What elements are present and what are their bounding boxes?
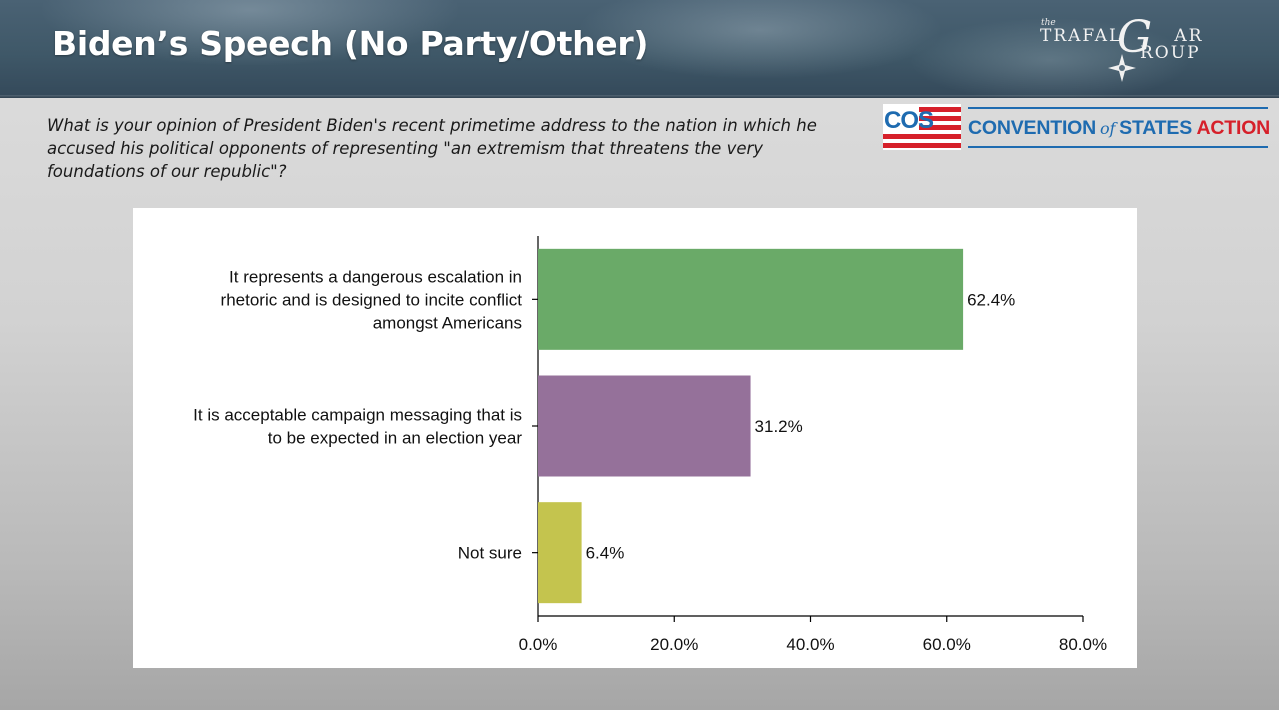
category-label-3-line-1: Not sure <box>458 544 522 563</box>
value-label-2: 31.2% <box>755 417 803 436</box>
compass-icon <box>1108 54 1136 82</box>
x-tick-label-2: 20.0% <box>650 635 698 654</box>
convention-of-states-logo: COS CONVENTION of STATES ACTION <box>883 104 1273 152</box>
value-label-3: 6.4% <box>586 544 625 563</box>
category-label-1-line-1: It represents a dangerous escalation in <box>229 267 522 286</box>
x-tick-label-5: 80.0% <box>1059 635 1107 654</box>
chart-panel: 62.4% It represents a dangerous escalatio… <box>133 208 1137 668</box>
category-label-2-line-1: It is acceptable campaign messaging that… <box>193 406 522 425</box>
x-tick-label-1: 0.0% <box>519 635 558 654</box>
category-label-1-line-2: rhetoric and is designed to incite confl… <box>221 290 523 309</box>
x-tick-label-3: 40.0% <box>786 635 834 654</box>
bar-3 <box>538 502 582 604</box>
bar-1 <box>538 248 964 350</box>
category-label-1-line-3: amongst Americans <box>373 313 522 332</box>
bar-chart: 62.4% It represents a dangerous escalatio… <box>193 236 1107 654</box>
trafalgar-group-logo: the TRAFAL AR G ROUP <box>1036 12 1236 82</box>
bar-2 <box>538 375 751 477</box>
header-banner: Biden’s Speech (No Party/Other) the TRAF… <box>0 0 1279 98</box>
page-title: Biden’s Speech (No Party/Other) <box>52 24 649 63</box>
x-tick-label-4: 60.0% <box>923 635 971 654</box>
category-label-2-line-2: to be expected in an election year <box>268 429 523 448</box>
survey-question: What is your opinion of President Biden'… <box>47 116 817 181</box>
cos-flag-icon: COS <box>883 104 961 150</box>
value-label-1: 62.4% <box>967 290 1015 309</box>
svg-text:COS: COS <box>884 107 934 134</box>
